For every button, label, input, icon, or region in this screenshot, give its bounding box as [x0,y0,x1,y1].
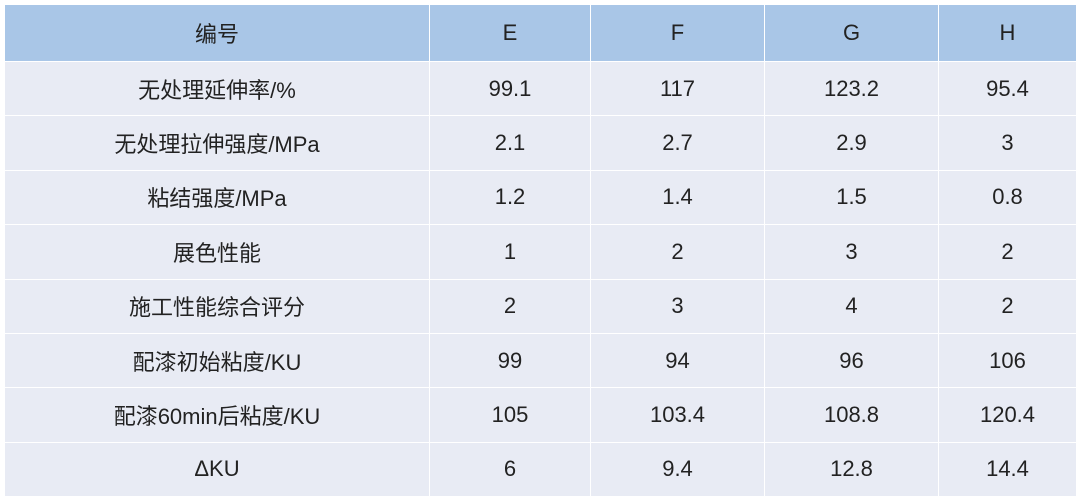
table-cell: 1.4 [590,169,765,226]
properties-table: 编号 E F G H 无处理延伸率/% 99.1 117 123.2 95.4 … [4,4,1077,498]
table-cell: 123.2 [764,60,939,117]
table-row: 展色性能 1 2 3 2 [4,224,1077,280]
table-cell: 108.8 [764,387,939,443]
row-label: 无处理拉伸强度/MPa [4,115,430,171]
table-header-row: 编号 E F G H [4,4,1077,62]
table-cell: 117 [590,60,765,117]
table-row: 无处理延伸率/% 99.1 117 123.2 95.4 [4,60,1077,117]
row-label: 施工性能综合评分 [4,278,430,334]
header-cell-g: G [764,4,939,62]
table-cell: 2 [590,224,765,280]
row-label: 展色性能 [4,224,430,280]
table-cell: 2.1 [429,115,591,171]
row-label: 无处理延伸率/% [4,60,430,117]
data-table-container: 编号 E F G H 无处理延伸率/% 99.1 117 123.2 95.4 … [4,4,1077,498]
table-cell: 14.4 [938,441,1077,498]
table-cell: 120.4 [938,387,1077,443]
row-label: ΔKU [4,441,430,498]
table-cell: 3 [938,115,1077,171]
table-cell: 96 [764,332,939,389]
table-row: 粘结强度/MPa 1.2 1.4 1.5 0.8 [4,169,1077,226]
header-cell-e: E [429,4,591,62]
table-row: 施工性能综合评分 2 3 4 2 [4,278,1077,334]
table-cell: 3 [590,278,765,334]
table-row: ΔKU 6 9.4 12.8 14.4 [4,441,1077,498]
table-cell: 1 [429,224,591,280]
table-cell: 1.2 [429,169,591,226]
table-cell: 105 [429,387,591,443]
table-cell: 99.1 [429,60,591,117]
header-cell-label: 编号 [4,4,430,62]
table-cell: 2.7 [590,115,765,171]
table-cell: 6 [429,441,591,498]
row-label: 粘结强度/MPa [4,169,430,226]
table-cell: 4 [764,278,939,334]
table-row: 配漆60min后粘度/KU 105 103.4 108.8 120.4 [4,387,1077,443]
table-cell: 3 [764,224,939,280]
table-row: 无处理拉伸强度/MPa 2.1 2.7 2.9 3 [4,115,1077,171]
table-cell: 0.8 [938,169,1077,226]
table-cell: 2 [429,278,591,334]
table-cell: 103.4 [590,387,765,443]
table-row: 配漆初始粘度/KU 99 94 96 106 [4,332,1077,389]
table-cell: 1.5 [764,169,939,226]
header-cell-h: H [938,4,1077,62]
row-label: 配漆初始粘度/KU [4,332,430,389]
table-cell: 94 [590,332,765,389]
row-label: 配漆60min后粘度/KU [4,387,430,443]
table-cell: 2 [938,224,1077,280]
table-cell: 9.4 [590,441,765,498]
table-cell: 106 [938,332,1077,389]
header-cell-f: F [590,4,765,62]
table-cell: 12.8 [764,441,939,498]
table-cell: 95.4 [938,60,1077,117]
table-cell: 2 [938,278,1077,334]
table-cell: 99 [429,332,591,389]
table-cell: 2.9 [764,115,939,171]
